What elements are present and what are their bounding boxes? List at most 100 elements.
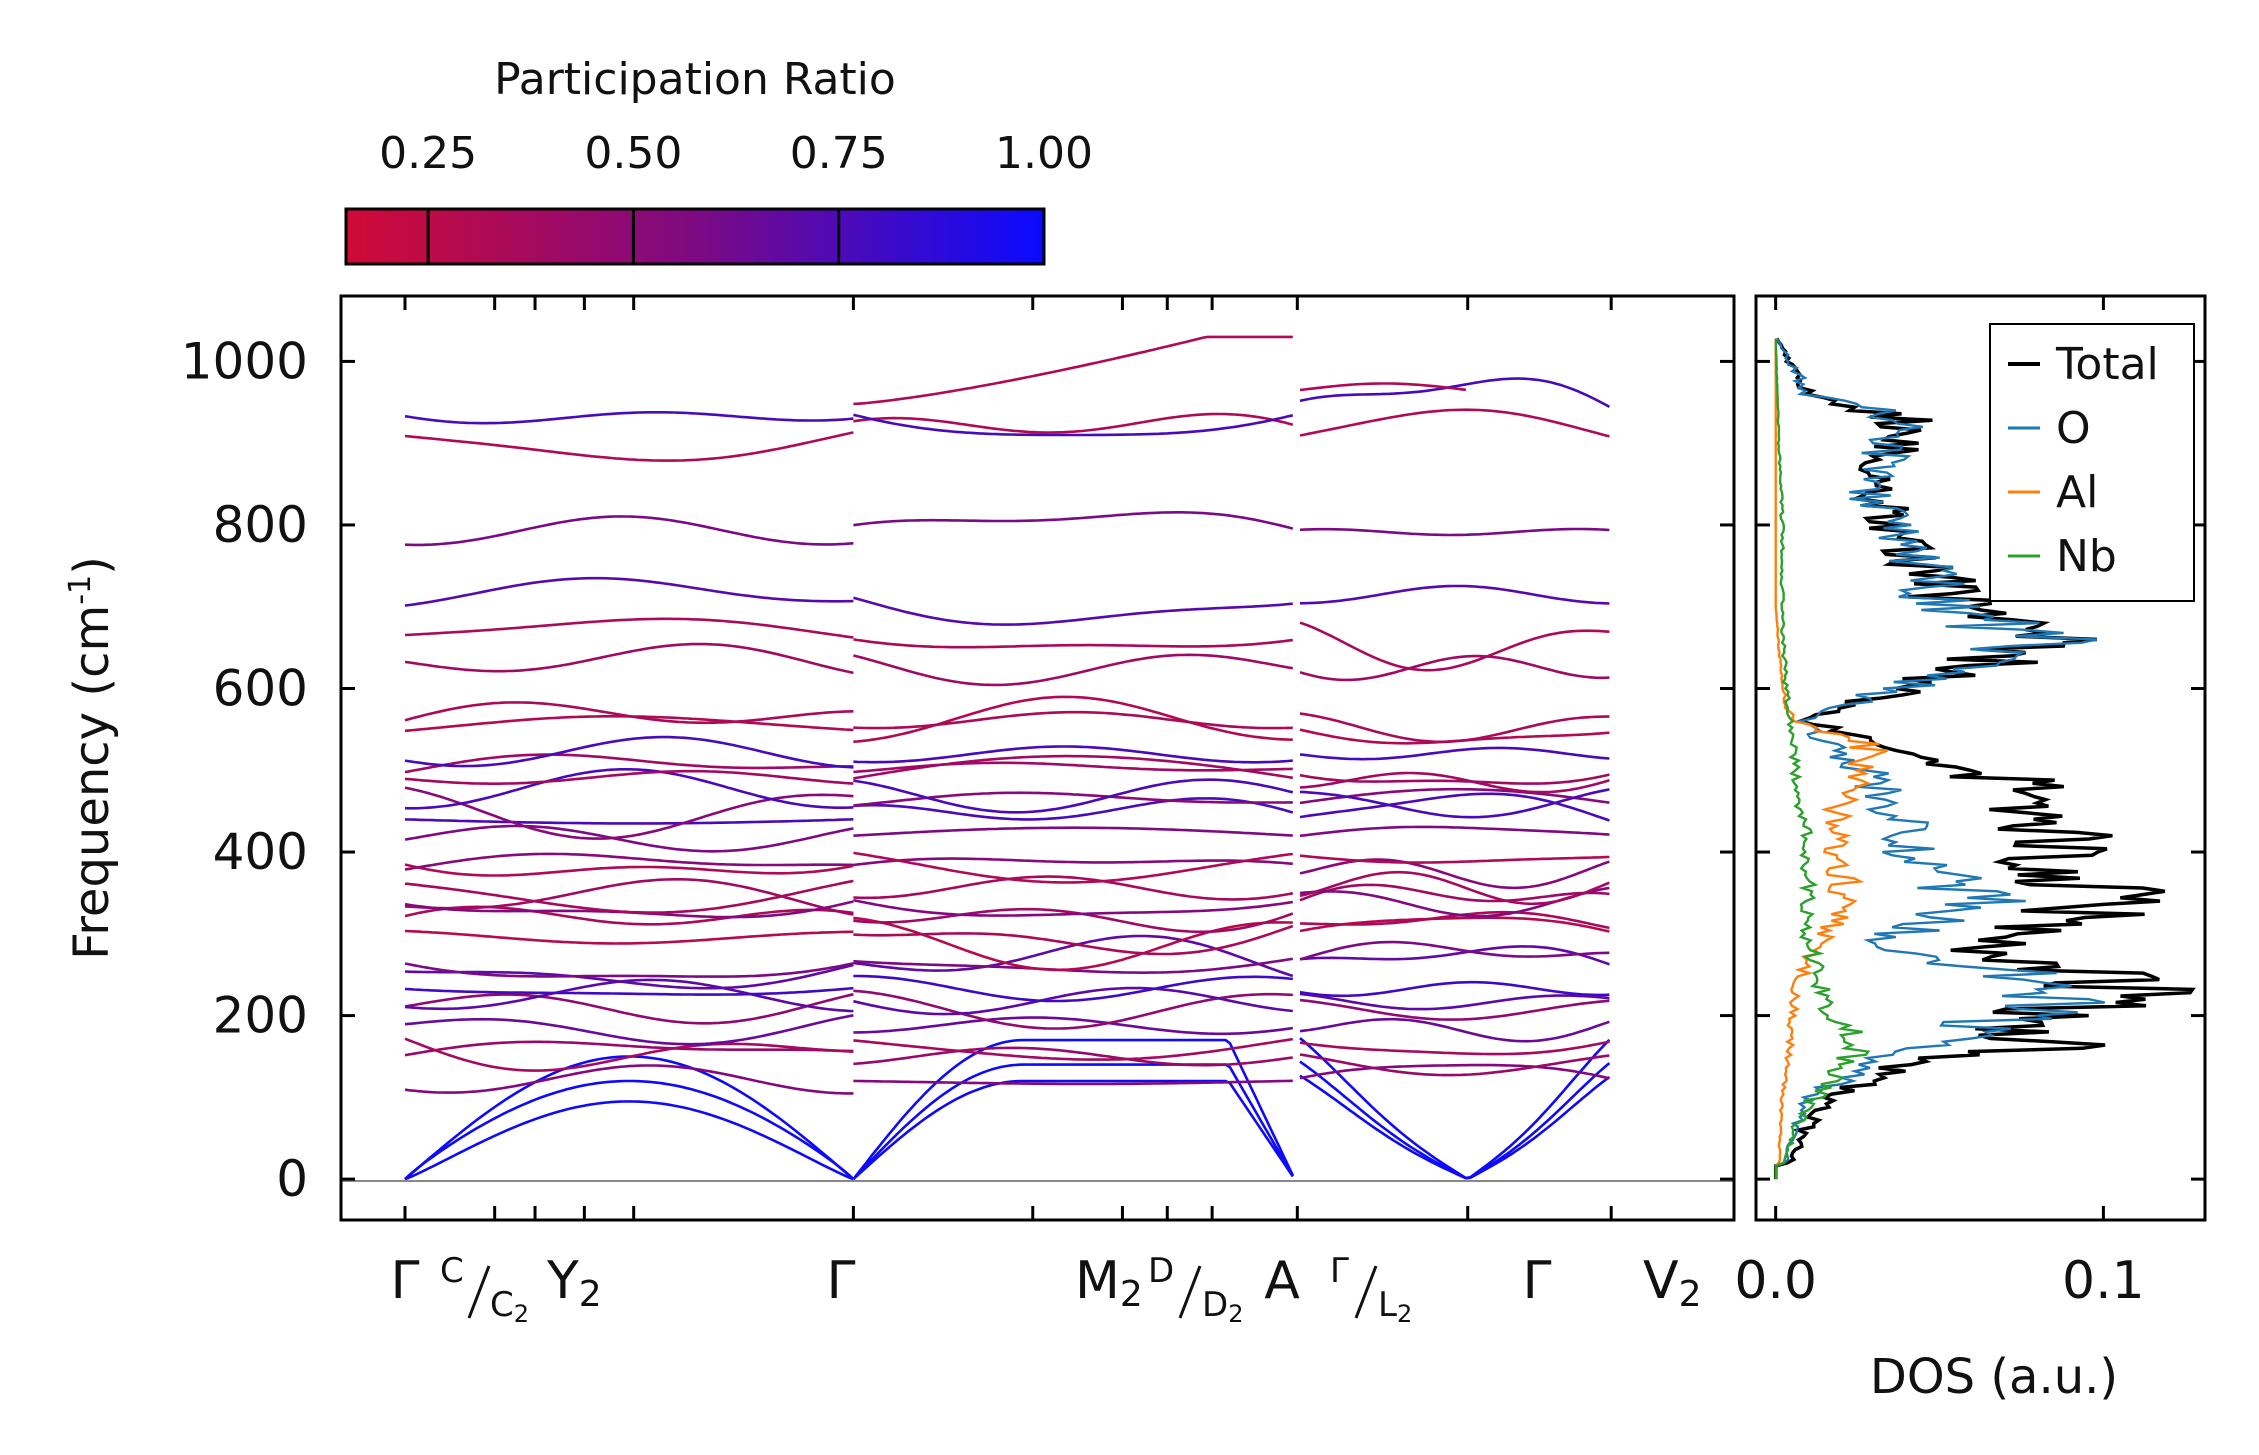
phonon-branch — [1299, 940, 1610, 961]
phonon-branch — [404, 962, 854, 978]
dos-series-al — [1774, 338, 1888, 1180]
phonon-branch — [853, 851, 1293, 884]
phonon-branch — [404, 963, 854, 990]
phonon-branch — [853, 898, 1293, 917]
phonon-branch — [404, 786, 854, 840]
label-a: A — [1264, 1251, 1300, 1311]
phonon-branch — [853, 745, 1293, 764]
phonon-branch — [404, 1064, 854, 1095]
phonon-branch — [1299, 382, 1467, 392]
phonon-branch — [853, 510, 1294, 530]
phonon-branch — [853, 413, 1294, 437]
band-lines — [404, 335, 1611, 1181]
phonon-branch — [853, 1037, 1293, 1061]
phonon-branch — [404, 818, 854, 825]
phonon-branch — [1299, 998, 1610, 1021]
ytick-label: 400 — [213, 823, 308, 881]
phonon-branch — [1299, 377, 1611, 408]
phonon-branch — [404, 863, 854, 877]
phonon-branch — [1299, 792, 1610, 822]
dos-xtick-label: 0.0 — [1734, 1251, 1817, 1311]
phonon-branch — [404, 929, 854, 945]
phonon-branch — [853, 989, 1293, 1030]
phonon-branch — [853, 957, 1293, 974]
phonon-branch — [853, 826, 1293, 837]
phonon-branch — [853, 653, 1294, 687]
label-l-sub: L2 — [1378, 1285, 1412, 1328]
phonon-branch — [853, 934, 1294, 978]
phonon-branch — [1299, 654, 1610, 682]
phonon-branch — [404, 576, 854, 607]
phonon-branch — [853, 916, 1293, 972]
phonon-branch — [1299, 858, 1610, 890]
colorbar-gradient — [344, 207, 1046, 266]
label-gamma-3: Γ — [1523, 1251, 1552, 1311]
label-c-sub: C2 — [490, 1285, 529, 1328]
phonon-branch — [404, 1014, 854, 1046]
phonon-branch — [404, 878, 854, 916]
ytick-label: 0 — [276, 1150, 308, 1208]
dos-series-o — [1774, 337, 2105, 1180]
colorbar: Participation Ratio 0.25 0.50 0.75 1.00 — [344, 54, 1093, 266]
dos-xtick-label: 0.1 — [2062, 1251, 2145, 1311]
phonon-branch — [1299, 825, 1610, 838]
band-axes-frame — [339, 294, 1736, 1222]
phonon-branch — [404, 411, 854, 425]
dos-axis-ticks: 0.0 0.1 — [1734, 296, 2205, 1311]
ytick-label: 200 — [213, 987, 308, 1045]
phonon-branch — [404, 753, 854, 774]
phonon-branch — [1299, 870, 1610, 906]
colorbar-tick-label: 0.75 — [790, 128, 888, 179]
phonon-branch — [404, 900, 854, 919]
phonon-branch — [1299, 854, 1610, 864]
phonon-branch — [404, 701, 854, 725]
phonon-branch — [1299, 1074, 1611, 1180]
label-gamma-slash — [1354, 1265, 1378, 1319]
label-m2: M2 — [1075, 1251, 1143, 1315]
ytick-label: 800 — [213, 496, 308, 554]
label-d-d2: D D2 — [1148, 1251, 1243, 1328]
phonon-branch — [1299, 992, 1610, 1011]
phonon-branch — [853, 986, 1293, 1016]
phonon-branch — [853, 974, 1293, 1003]
phonon-branch — [1299, 584, 1610, 605]
phonon-branch — [1299, 712, 1610, 744]
high-symmetry-labels: Γ C C2 Y2 Γ M2 D D2 A Γ L2 Γ V2 — [391, 1251, 1702, 1328]
phonon-branch — [404, 715, 854, 733]
phonon-branch — [404, 986, 854, 996]
phonon-branch — [1299, 773, 1610, 785]
colorbar-ticks: 0.25 0.50 0.75 1.00 — [379, 128, 1093, 264]
dos-series-nb — [1774, 338, 1871, 1180]
legend-label-o: O — [2056, 403, 2091, 454]
phonon-branch — [1299, 787, 1610, 805]
dos-series-total — [1773, 337, 2196, 1180]
phonon-branch — [1299, 1040, 1610, 1056]
label-c-slash — [467, 1265, 491, 1319]
label-v2: V2 — [1643, 1251, 1701, 1315]
colorbar-title: Participation Ratio — [494, 54, 896, 105]
phonon-branch — [1299, 910, 1610, 930]
phonon-branch — [404, 1055, 855, 1181]
phonon-branch — [853, 335, 1293, 406]
phonon-branch — [404, 824, 854, 853]
label-d-sup: D — [1148, 1251, 1174, 1291]
frequency-axis-ticks: 0 200 400 600 800 1000 — [181, 332, 1734, 1208]
colorbar-tick-label: 0.25 — [379, 128, 477, 179]
phonon-branch — [853, 1046, 1293, 1067]
phonon-branch — [1299, 945, 1610, 966]
high-symmetry-ticks — [403, 296, 1613, 1220]
phonon-branch — [1299, 1053, 1610, 1077]
phonon-branch — [404, 978, 854, 1013]
phonon-branch — [404, 768, 854, 810]
colorbar-tick-label: 1.00 — [995, 128, 1093, 179]
dos-x-label: DOS (a.u.) — [1870, 1349, 2118, 1405]
phonon-branch — [404, 617, 854, 639]
band-structure-panel: 0 200 400 600 800 1000 Frequency (cm-1) Γ C C… — [63, 294, 1736, 1328]
dos-axes-frame — [1754, 294, 2207, 1222]
phonon-branch — [1299, 746, 1610, 761]
ytick-label: 1000 — [181, 332, 308, 390]
phonon-branch — [404, 515, 854, 547]
label-c-sup: C — [440, 1251, 464, 1291]
phonon-branch — [404, 993, 854, 1025]
label-d-sub: D2 — [1202, 1285, 1243, 1328]
